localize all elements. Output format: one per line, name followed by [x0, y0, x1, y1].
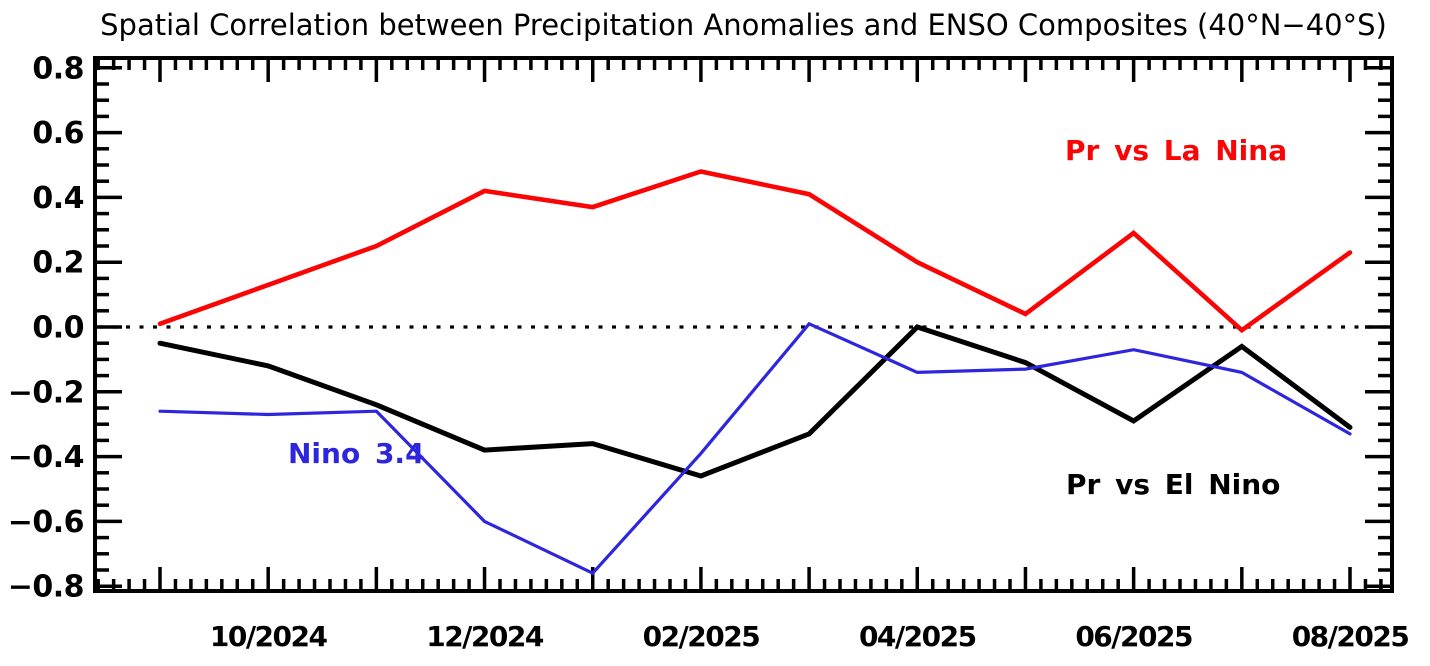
- y-tick-label: 0.0: [32, 311, 84, 346]
- legend-label-la-nina: Pr vs La Nina: [1065, 134, 1288, 167]
- y-tick-label: 0.8: [32, 51, 84, 86]
- y-tick-label: −0.8: [8, 570, 84, 605]
- series-line-pr-vs-la-nina: [157, 169, 1353, 334]
- x-tick-label: 08/2025: [1292, 620, 1409, 653]
- series-line-nino-3-4: [158, 321, 1352, 576]
- x-tick-label: 02/2025: [643, 620, 760, 653]
- legend-label-el-nino: Pr vs El Nino: [1066, 468, 1281, 501]
- x-tick-label: 06/2025: [1075, 620, 1192, 653]
- axis-box: [93, 56, 1394, 593]
- x-tick-label: 10/2024: [210, 620, 328, 653]
- y-tick-label: 0.6: [32, 116, 84, 151]
- y-tick-label: −0.2: [8, 375, 84, 410]
- y-axis-ticks: [97, 66, 1390, 588]
- y-tick-label: 0.2: [32, 246, 84, 281]
- legend-label-nino-3-4: Nino 3.4: [288, 437, 425, 470]
- y-tick-label: 0.4: [32, 181, 84, 216]
- y-tick-label: −0.4: [8, 440, 84, 475]
- x-axis-ticks: [96, 60, 1383, 589]
- chart-title: Spatial Correlation between Precipitatio…: [100, 8, 1387, 42]
- y-tick-label: −0.6: [8, 505, 84, 540]
- series-line-pr-vs-el-nino: [157, 324, 1353, 479]
- x-tick-label: 12/2024: [426, 620, 544, 653]
- x-tick-label: 04/2025: [859, 620, 976, 653]
